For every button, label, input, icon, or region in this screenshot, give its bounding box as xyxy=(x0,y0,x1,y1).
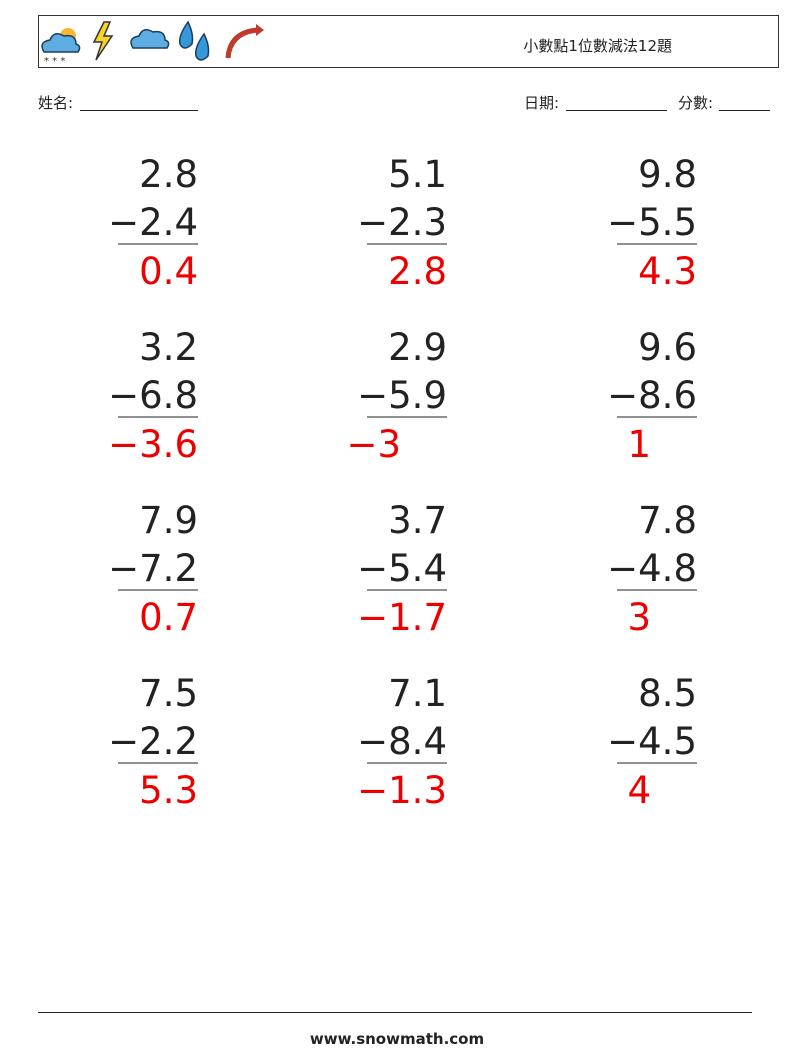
minuend: 8.5 xyxy=(638,672,697,715)
date-label: 日期: xyxy=(524,94,559,112)
minuend: 7.1 xyxy=(388,672,447,715)
answer: −3.6 xyxy=(108,423,198,466)
minuend: 5.1 xyxy=(388,153,447,196)
answer: 3 xyxy=(627,596,651,639)
subtrahend: −2.3 xyxy=(357,201,447,244)
header-box xyxy=(38,15,779,68)
subtrahend: −8.4 xyxy=(357,720,447,763)
answer: 0.4 xyxy=(139,250,198,293)
subtrahend: −2.2 xyxy=(108,720,198,763)
weather-icons: * * * xyxy=(41,20,264,67)
subtrahend: −5.9 xyxy=(357,374,447,417)
subtrahend: −4.8 xyxy=(607,547,697,590)
answer: −3 xyxy=(346,423,401,466)
subtrahend: −2.4 xyxy=(108,201,198,244)
subtrahend: −5.4 xyxy=(357,547,447,590)
minuend: 7.8 xyxy=(638,499,697,542)
subtrahend: −8.6 xyxy=(607,374,697,417)
minuend: 7.5 xyxy=(139,672,198,715)
problems: 2.8 −2.4 0.4 5.1 −2.3 2.8 9.8 −5.5 4.3 3.2 −6.8 −3.… xyxy=(108,153,697,812)
title: 小數點1位數減法12題 xyxy=(523,37,672,55)
minuend: 9.8 xyxy=(638,153,697,196)
subtrahend: −6.8 xyxy=(108,374,198,417)
minuend: 2.9 xyxy=(388,326,447,369)
name-label: 姓名: xyxy=(38,94,73,112)
minuend: 7.9 xyxy=(139,499,198,542)
answer: 1 xyxy=(627,423,651,466)
answer: −1.7 xyxy=(357,596,447,639)
answer: 0.7 xyxy=(139,596,198,639)
footer-site: www.snowmath.com xyxy=(310,1030,484,1048)
answer: 2.8 xyxy=(388,250,447,293)
minuend: 9.6 xyxy=(638,326,697,369)
minuend: 3.7 xyxy=(388,499,447,542)
subtrahend: −7.2 xyxy=(108,547,198,590)
svg-text:* * *: * * * xyxy=(44,56,65,67)
answer: 4 xyxy=(627,769,651,812)
subtrahend: −5.5 xyxy=(607,201,697,244)
answer: −1.3 xyxy=(357,769,447,812)
answer: 4.3 xyxy=(638,250,697,293)
subtrahend: −4.5 xyxy=(607,720,697,763)
score-label: 分數: xyxy=(678,94,713,112)
minuend: 3.2 xyxy=(139,326,198,369)
minuend: 2.8 xyxy=(139,153,198,196)
answer: 5.3 xyxy=(139,769,198,812)
